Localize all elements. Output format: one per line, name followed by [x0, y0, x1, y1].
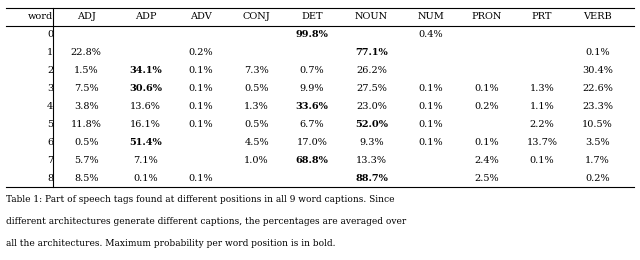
- Text: 9.9%: 9.9%: [300, 84, 324, 93]
- Text: 1.0%: 1.0%: [244, 156, 269, 165]
- Text: 5.7%: 5.7%: [74, 156, 99, 165]
- Text: 17.0%: 17.0%: [296, 138, 328, 147]
- Text: 0.1%: 0.1%: [133, 174, 158, 183]
- Text: PRON: PRON: [471, 12, 502, 21]
- Text: all the architectures. Maximum probability per word position is in bold.: all the architectures. Maximum probabili…: [6, 239, 336, 248]
- Text: 8: 8: [47, 174, 53, 183]
- Text: 27.5%: 27.5%: [356, 84, 387, 93]
- Text: 7.3%: 7.3%: [244, 66, 269, 75]
- Text: 34.1%: 34.1%: [129, 66, 162, 75]
- Text: 0.1%: 0.1%: [189, 174, 213, 183]
- Text: 0.1%: 0.1%: [419, 120, 444, 129]
- Text: 52.0%: 52.0%: [355, 120, 388, 129]
- Text: 13.3%: 13.3%: [356, 156, 387, 165]
- Text: 16.1%: 16.1%: [130, 120, 161, 129]
- Text: 0.1%: 0.1%: [530, 156, 554, 165]
- Text: 1.7%: 1.7%: [585, 156, 610, 165]
- Text: DET: DET: [301, 12, 323, 21]
- Text: 0.1%: 0.1%: [189, 66, 213, 75]
- Text: different architectures generate different captions, the percentages are average: different architectures generate differe…: [6, 217, 406, 226]
- Text: 0.2%: 0.2%: [474, 102, 499, 111]
- Text: 33.6%: 33.6%: [296, 102, 328, 111]
- Text: 11.8%: 11.8%: [70, 120, 102, 129]
- Text: 6: 6: [47, 138, 53, 147]
- Text: ADP: ADP: [135, 12, 156, 21]
- Text: 3.5%: 3.5%: [585, 138, 610, 147]
- Text: Table 1: Part of speech tags found at different positions in all 9 word captions: Table 1: Part of speech tags found at di…: [6, 195, 395, 204]
- Text: 2.4%: 2.4%: [474, 156, 499, 165]
- Text: 0.1%: 0.1%: [419, 84, 444, 93]
- Text: 22.6%: 22.6%: [582, 84, 613, 93]
- Text: 26.2%: 26.2%: [356, 66, 387, 75]
- Text: 1.3%: 1.3%: [244, 102, 269, 111]
- Text: 0.5%: 0.5%: [244, 120, 269, 129]
- Text: 5: 5: [47, 120, 53, 129]
- Text: 0.1%: 0.1%: [189, 102, 213, 111]
- Text: 3.8%: 3.8%: [74, 102, 99, 111]
- Text: word: word: [28, 12, 53, 21]
- Text: 7: 7: [47, 156, 53, 165]
- Text: 68.8%: 68.8%: [296, 156, 328, 165]
- Text: 4: 4: [47, 102, 53, 111]
- Text: 0.1%: 0.1%: [419, 138, 444, 147]
- Text: NUM: NUM: [417, 12, 444, 21]
- Text: 2.5%: 2.5%: [474, 174, 499, 183]
- Text: 77.1%: 77.1%: [355, 48, 388, 57]
- Text: 0.5%: 0.5%: [244, 84, 269, 93]
- Text: 30.4%: 30.4%: [582, 66, 613, 75]
- Text: 0.2%: 0.2%: [189, 48, 213, 57]
- Text: 0.1%: 0.1%: [419, 102, 444, 111]
- Text: 23.3%: 23.3%: [582, 102, 613, 111]
- Text: 22.8%: 22.8%: [70, 48, 102, 57]
- Text: 99.8%: 99.8%: [296, 30, 328, 39]
- Text: 0.7%: 0.7%: [300, 66, 324, 75]
- Text: 4.5%: 4.5%: [244, 138, 269, 147]
- Text: PRT: PRT: [532, 12, 552, 21]
- Text: 0.2%: 0.2%: [585, 174, 610, 183]
- Text: 23.0%: 23.0%: [356, 102, 387, 111]
- Text: 1.1%: 1.1%: [530, 102, 554, 111]
- Text: 1: 1: [47, 48, 53, 57]
- Text: 3: 3: [47, 84, 53, 93]
- Text: 1.5%: 1.5%: [74, 66, 99, 75]
- Text: VERB: VERB: [583, 12, 612, 21]
- Text: 0.5%: 0.5%: [74, 138, 99, 147]
- Text: 0.1%: 0.1%: [189, 84, 213, 93]
- Text: 51.4%: 51.4%: [129, 138, 162, 147]
- Text: 8.5%: 8.5%: [74, 174, 99, 183]
- Text: 0: 0: [47, 30, 53, 39]
- Text: 0.1%: 0.1%: [474, 84, 499, 93]
- Text: 2: 2: [47, 66, 53, 75]
- Text: ADJ: ADJ: [77, 12, 95, 21]
- Text: 6.7%: 6.7%: [300, 120, 324, 129]
- Text: 0.1%: 0.1%: [189, 120, 213, 129]
- Text: 7.5%: 7.5%: [74, 84, 99, 93]
- Text: 0.4%: 0.4%: [419, 30, 444, 39]
- Text: 13.6%: 13.6%: [130, 102, 161, 111]
- Text: 88.7%: 88.7%: [355, 174, 388, 183]
- Text: 2.2%: 2.2%: [530, 120, 554, 129]
- Text: CONJ: CONJ: [243, 12, 271, 21]
- Text: 9.3%: 9.3%: [359, 138, 384, 147]
- Text: 0.1%: 0.1%: [585, 48, 610, 57]
- Text: 0.1%: 0.1%: [474, 138, 499, 147]
- Text: 30.6%: 30.6%: [129, 84, 162, 93]
- Text: 13.7%: 13.7%: [527, 138, 557, 147]
- Text: NOUN: NOUN: [355, 12, 388, 21]
- Text: 1.3%: 1.3%: [530, 84, 554, 93]
- Text: 7.1%: 7.1%: [133, 156, 158, 165]
- Text: ADV: ADV: [190, 12, 212, 21]
- Text: 10.5%: 10.5%: [582, 120, 613, 129]
